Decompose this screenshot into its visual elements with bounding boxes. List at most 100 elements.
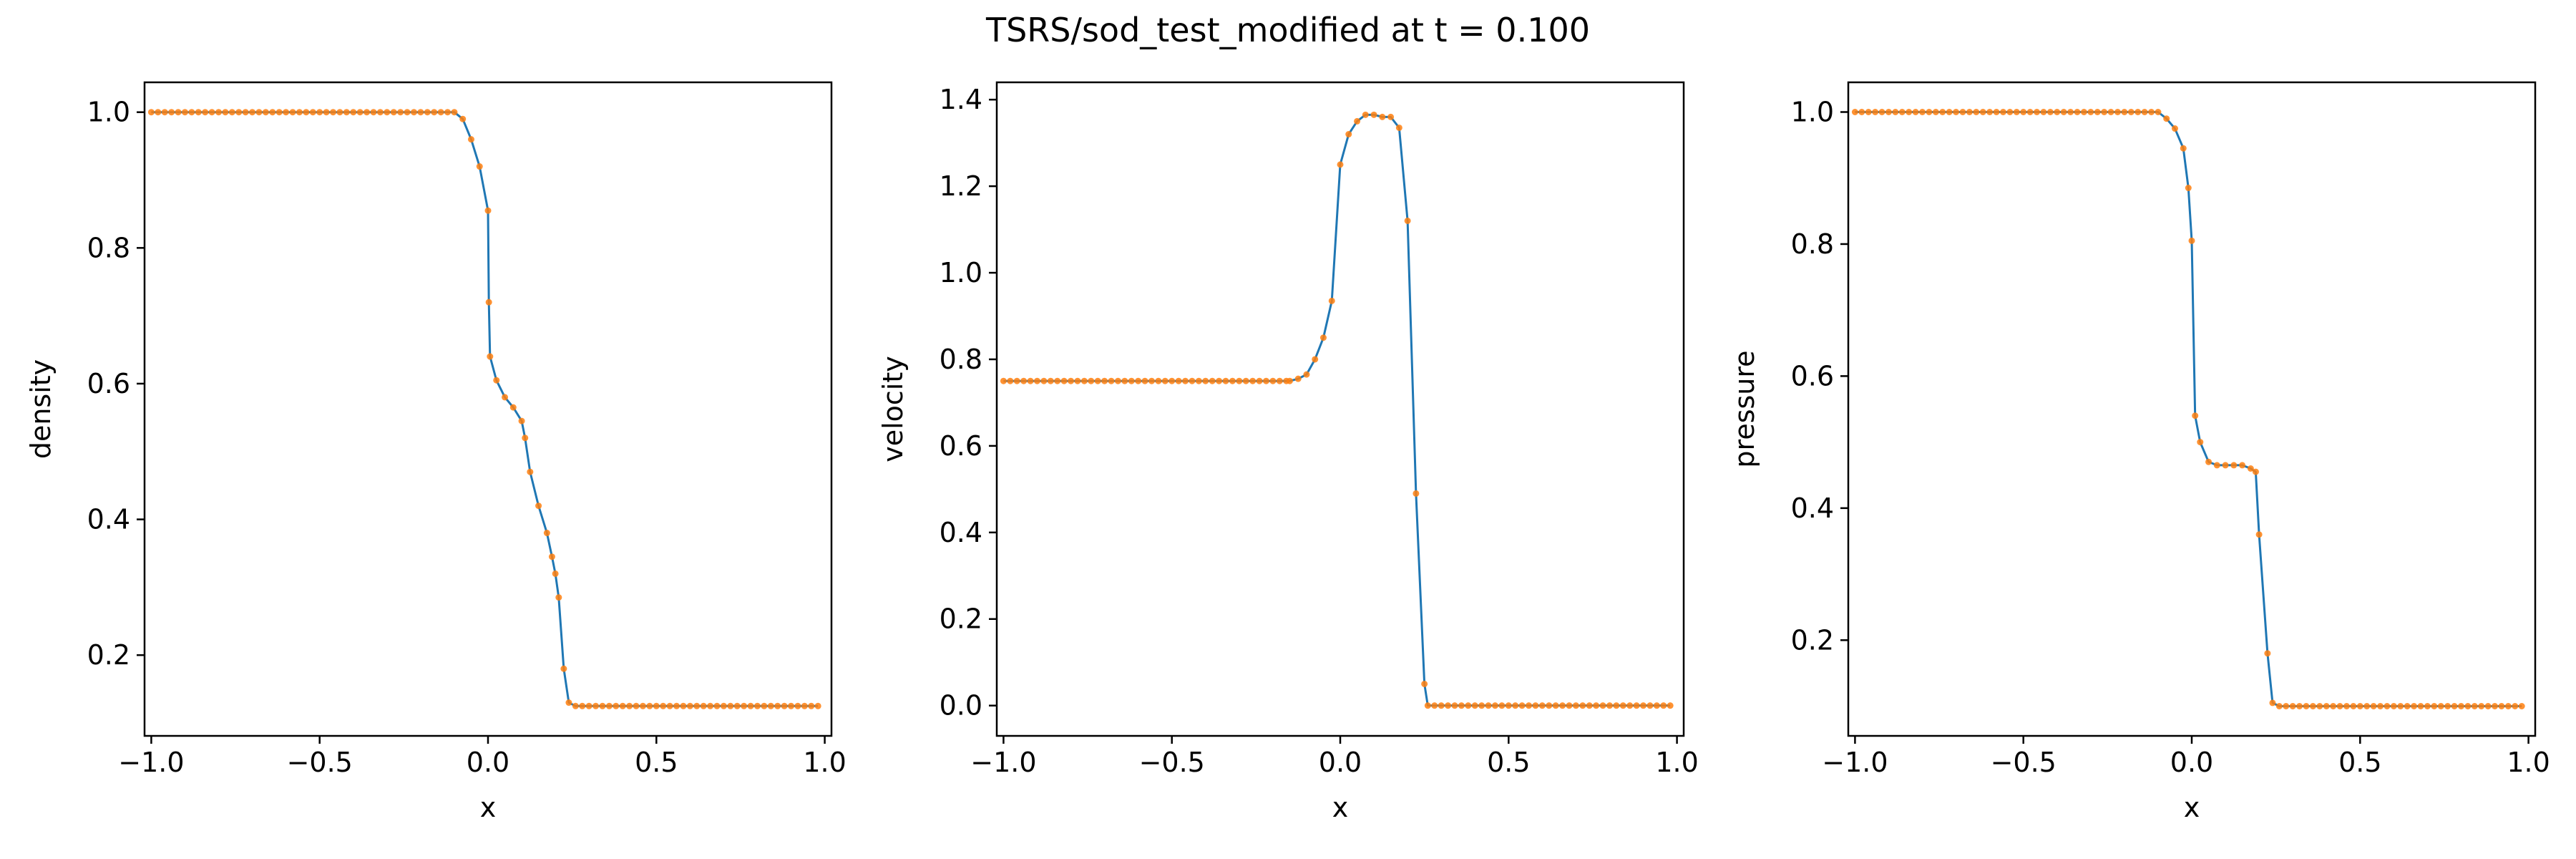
density-data-point: [509, 404, 517, 411]
pressure-data-point: [2417, 703, 2424, 709]
pressure-data-point: [2252, 468, 2259, 475]
velocity-data-point: [1216, 377, 1223, 384]
density-data-point: [555, 594, 562, 601]
velocity-data-point: [1236, 377, 1243, 384]
pressure-data-point: [2230, 462, 2238, 469]
pressure-data-point: [2264, 650, 2271, 657]
pressure-data-point: [2484, 703, 2492, 709]
pressure-x-tick-label: 1.0: [2507, 747, 2550, 778]
velocity-y-axis-label: velocity: [877, 356, 909, 462]
figure-title: TSRS/sod_test_modified at t = 0.100: [985, 11, 1590, 49]
pressure-data-point: [2060, 109, 2067, 115]
velocity-data-point: [1586, 702, 1593, 709]
velocity-y-tick-label: 0.4: [940, 517, 982, 548]
pressure-data-point: [2498, 703, 2505, 709]
velocity-data-point: [1155, 377, 1162, 384]
pressure-y-tick-label: 0.6: [1791, 360, 1834, 392]
pressure-data-point: [1926, 109, 1933, 115]
pressure-data-point: [2213, 462, 2220, 469]
pressure-data-point: [2046, 109, 2054, 115]
pressure-data-point: [1885, 109, 1892, 115]
pressure-data-point: [2471, 703, 2478, 709]
velocity-y-tick-label: 0.6: [940, 430, 982, 462]
velocity-data-point: [1667, 702, 1674, 709]
velocity-data-point: [1027, 377, 1034, 384]
density-data-point: [543, 530, 550, 537]
pressure-data-point: [2309, 703, 2316, 709]
density-data-point: [579, 702, 586, 709]
density-data-point: [560, 665, 567, 672]
pressure-data-point: [2197, 439, 2204, 446]
velocity-data-point: [1229, 377, 1236, 384]
pressure-data-point: [1966, 109, 1973, 115]
density-data-point: [518, 417, 525, 424]
density-data-point: [283, 109, 290, 116]
density-data-point: [808, 702, 815, 709]
velocity-x-axis-label: x: [1332, 792, 1349, 823]
pressure-data-point: [2155, 109, 2162, 115]
pressure-data-point: [2074, 109, 2081, 115]
velocity-data-point: [1312, 356, 1319, 363]
velocity-x-tick-label: −0.5: [1139, 747, 1205, 778]
density-data-point: [215, 109, 223, 116]
velocity-data-point: [1424, 702, 1431, 709]
pressure-data-point: [2255, 531, 2263, 538]
density-data-point: [774, 702, 781, 709]
density-data-point: [788, 702, 795, 709]
density-data-point: [686, 702, 693, 709]
pressure-data-point: [2323, 703, 2330, 709]
velocity-x-tick-label: 0.0: [1319, 747, 1362, 778]
density-data-point: [444, 109, 452, 116]
velocity-data-point: [1209, 377, 1216, 384]
pressure-data-point: [2437, 703, 2444, 709]
density-data-point: [397, 109, 404, 116]
density-data-point: [451, 109, 458, 116]
density-data-point: [707, 702, 714, 709]
velocity-y-tick-label: 1.0: [940, 257, 982, 288]
velocity-data-point: [1189, 377, 1196, 384]
velocity-y-tick-label: 0.0: [940, 690, 982, 722]
velocity-data-point: [1362, 111, 1369, 118]
pressure-data-point: [2269, 699, 2276, 707]
density-data-point: [639, 702, 646, 709]
velocity-data-point: [1074, 377, 1081, 384]
velocity-data-point: [1269, 377, 1277, 384]
velocity-data-point: [1451, 702, 1458, 709]
velocity-data-point: [1660, 702, 1667, 709]
velocity-data-point: [1505, 702, 1512, 709]
pressure-data-point: [2518, 703, 2525, 709]
density-data-point: [660, 702, 667, 709]
density-data-point: [572, 702, 579, 709]
density-data-point: [255, 109, 263, 116]
pressure-data-point: [1986, 109, 1994, 115]
density-data-point: [585, 702, 592, 709]
density-data-point: [794, 702, 801, 709]
pressure-data-point: [1946, 109, 1953, 115]
pressure-data-point: [2188, 237, 2195, 244]
velocity-data-point: [1646, 702, 1654, 709]
velocity-data-point: [1088, 377, 1095, 384]
density-data-point: [289, 109, 296, 116]
velocity-data-point: [1060, 377, 1068, 384]
pressure-data-point: [2180, 145, 2187, 152]
density-data-point: [467, 136, 474, 143]
pressure-data-point: [2451, 703, 2458, 709]
velocity-data-point: [1626, 702, 1634, 709]
density-x-axis-label: x: [480, 792, 497, 823]
density-panel: −1.0 −0.5 0.0 0.5 1.0 0.2 0.4 0.6 0.8 1.0 x density: [25, 81, 847, 823]
velocity-data-point: [1526, 702, 1533, 709]
density-data-point: [235, 109, 243, 116]
pressure-data-point: [2377, 703, 2384, 709]
density-data-point: [741, 702, 748, 709]
pressure-data-point: [1973, 109, 1980, 115]
velocity-data-point: [1471, 702, 1478, 709]
pressure-data-point: [2370, 703, 2377, 709]
velocity-data-point: [1633, 702, 1640, 709]
pressure-y-tick-label: 0.2: [1791, 624, 1834, 656]
density-data-point: [626, 702, 633, 709]
density-x-tick-label: −0.5: [287, 747, 353, 778]
density-data-point: [487, 353, 494, 360]
pressure-data-point: [1979, 109, 1986, 115]
velocity-data-point: [1546, 702, 1553, 709]
